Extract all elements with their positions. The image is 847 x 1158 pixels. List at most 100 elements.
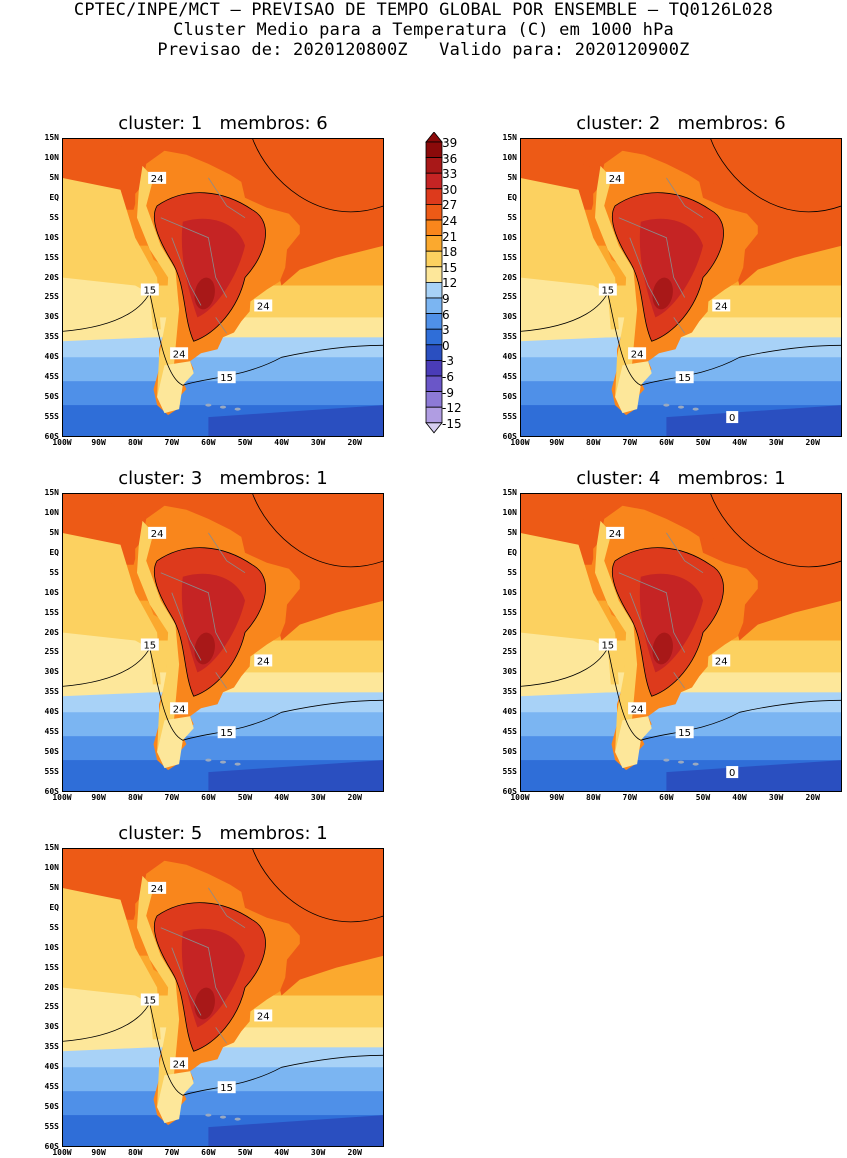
country-border <box>208 887 246 929</box>
contour-label: 24 <box>254 654 273 667</box>
svg-text:24: 24 <box>151 529 164 540</box>
lon-label: 70W <box>164 438 179 447</box>
lon-label: 100W <box>52 438 72 447</box>
lat-label: 30S <box>44 312 59 322</box>
contour-24c-atlantic <box>709 138 842 213</box>
lon-label: 60W <box>201 793 216 802</box>
svg-text:24: 24 <box>609 529 622 540</box>
lat-label: 15S <box>44 252 59 262</box>
lon-label: 70W <box>622 438 637 447</box>
lon-label: 50W <box>237 438 253 447</box>
lat-label: 40S <box>44 1062 59 1072</box>
colorbar-label: 21 <box>442 229 458 244</box>
lat-label: 5S <box>49 567 59 577</box>
contour-15c <box>62 647 384 741</box>
panel-title: cluster: 1 membros: 6 <box>118 113 328 134</box>
lon-label: 40W <box>274 438 289 447</box>
lon-label: 100W <box>510 438 530 447</box>
lat-label: 45S <box>44 1082 59 1092</box>
continent-central-america <box>547 493 605 523</box>
lat-label: 45S <box>502 372 517 382</box>
contour-label: 15 <box>140 638 159 651</box>
island <box>220 1115 226 1119</box>
lat-label: 5S <box>507 567 517 577</box>
island <box>663 758 670 762</box>
lon-label: 100W <box>510 793 530 802</box>
colorbar-box <box>425 406 443 424</box>
lat-label: 50S <box>44 1102 59 1112</box>
lat-label: 5N <box>49 172 59 182</box>
colorbar-box <box>425 328 443 346</box>
southern-cold-region <box>208 1115 384 1147</box>
lon-label: 40W <box>732 438 747 447</box>
map-panel-1: cluster: 1 membros: 6 24 24 15 24 15 15N 10N 5N E… <box>0 108 384 448</box>
lat-label: 55S <box>502 412 517 422</box>
country-border <box>215 672 228 689</box>
contour-label: 15 <box>675 726 694 739</box>
lon-label: 100W <box>52 1148 72 1157</box>
lon-label: 30W <box>768 793 784 802</box>
colorbar-label: 24 <box>442 214 458 228</box>
map-frame <box>520 138 842 437</box>
contour-15c <box>62 292 384 386</box>
island <box>205 758 212 762</box>
colorbar-label: 33 <box>442 167 458 182</box>
temperature-band <box>520 381 842 407</box>
country-border <box>629 237 660 306</box>
patagonia-cool <box>157 1071 194 1124</box>
svg-text:24: 24 <box>609 174 622 185</box>
lon-label: 40W <box>732 793 747 802</box>
lon-label: 40W <box>274 793 289 802</box>
lat-label: 10S <box>502 587 517 597</box>
andes-cool-strip <box>137 165 180 406</box>
temperature-map: 24 24 15 24 15 <box>62 848 384 1147</box>
colorbar-label: 6 <box>442 307 450 322</box>
lon-label: 90W <box>91 438 106 447</box>
lat-label: 10N <box>44 862 59 872</box>
country-border <box>215 1027 228 1044</box>
contour-label: 24 <box>148 526 167 540</box>
country-border <box>160 217 228 298</box>
panel-title: cluster: 3 membros: 1 <box>118 468 328 489</box>
header-subtitle: Cluster Medio para a Temperatura (C) em … <box>173 20 674 40</box>
lon-label: 30W <box>310 1148 326 1157</box>
lat-label: 30S <box>44 1022 59 1032</box>
svg-text:15: 15 <box>678 373 691 384</box>
lat-label: 45S <box>44 727 59 737</box>
map-panel-2: cluster: 2 membros: 6 24 24 15 24 15 0 15N 10N 5N… <box>458 108 842 448</box>
svg-text:15: 15 <box>601 285 614 296</box>
lon-label: 90W <box>549 438 564 447</box>
hottest-spot <box>194 632 215 665</box>
lon-label: 50W <box>695 438 711 447</box>
lat-label: 35S <box>502 687 517 697</box>
lat-label: 10S <box>502 232 517 242</box>
lat-label: 25S <box>44 1002 59 1012</box>
svg-text:15: 15 <box>220 373 233 384</box>
island <box>692 762 699 766</box>
lon-label: 50W <box>695 793 711 802</box>
lat-label: 60S <box>502 432 517 441</box>
lon-label: 60W <box>659 793 674 802</box>
lat-label: 5N <box>49 882 59 892</box>
lat-label: 10S <box>44 232 59 242</box>
svg-text:24: 24 <box>151 884 164 895</box>
contour-label: 24 <box>254 299 273 312</box>
contour-24c-atlantic <box>251 493 384 568</box>
contour-label: 15 <box>140 283 159 296</box>
colorbar-label: 30 <box>442 182 458 197</box>
svg-text:15: 15 <box>601 640 614 651</box>
svg-text:15: 15 <box>678 728 691 739</box>
temperature-map: 24 24 15 24 15 0 <box>520 493 842 792</box>
continent-central-america <box>89 138 147 168</box>
lat-label: 20S <box>502 627 517 637</box>
colorbar-box <box>425 391 443 408</box>
temperature-band <box>62 1091 384 1117</box>
contour-label: 15 <box>675 371 694 384</box>
lat-label: 55S <box>44 1122 59 1132</box>
lon-label: 80W <box>585 438 601 447</box>
patagonia-cool <box>615 716 652 769</box>
country-border <box>171 947 202 1016</box>
lon-label: 80W <box>585 793 601 802</box>
island <box>220 405 226 409</box>
lat-label: 20S <box>502 272 517 282</box>
